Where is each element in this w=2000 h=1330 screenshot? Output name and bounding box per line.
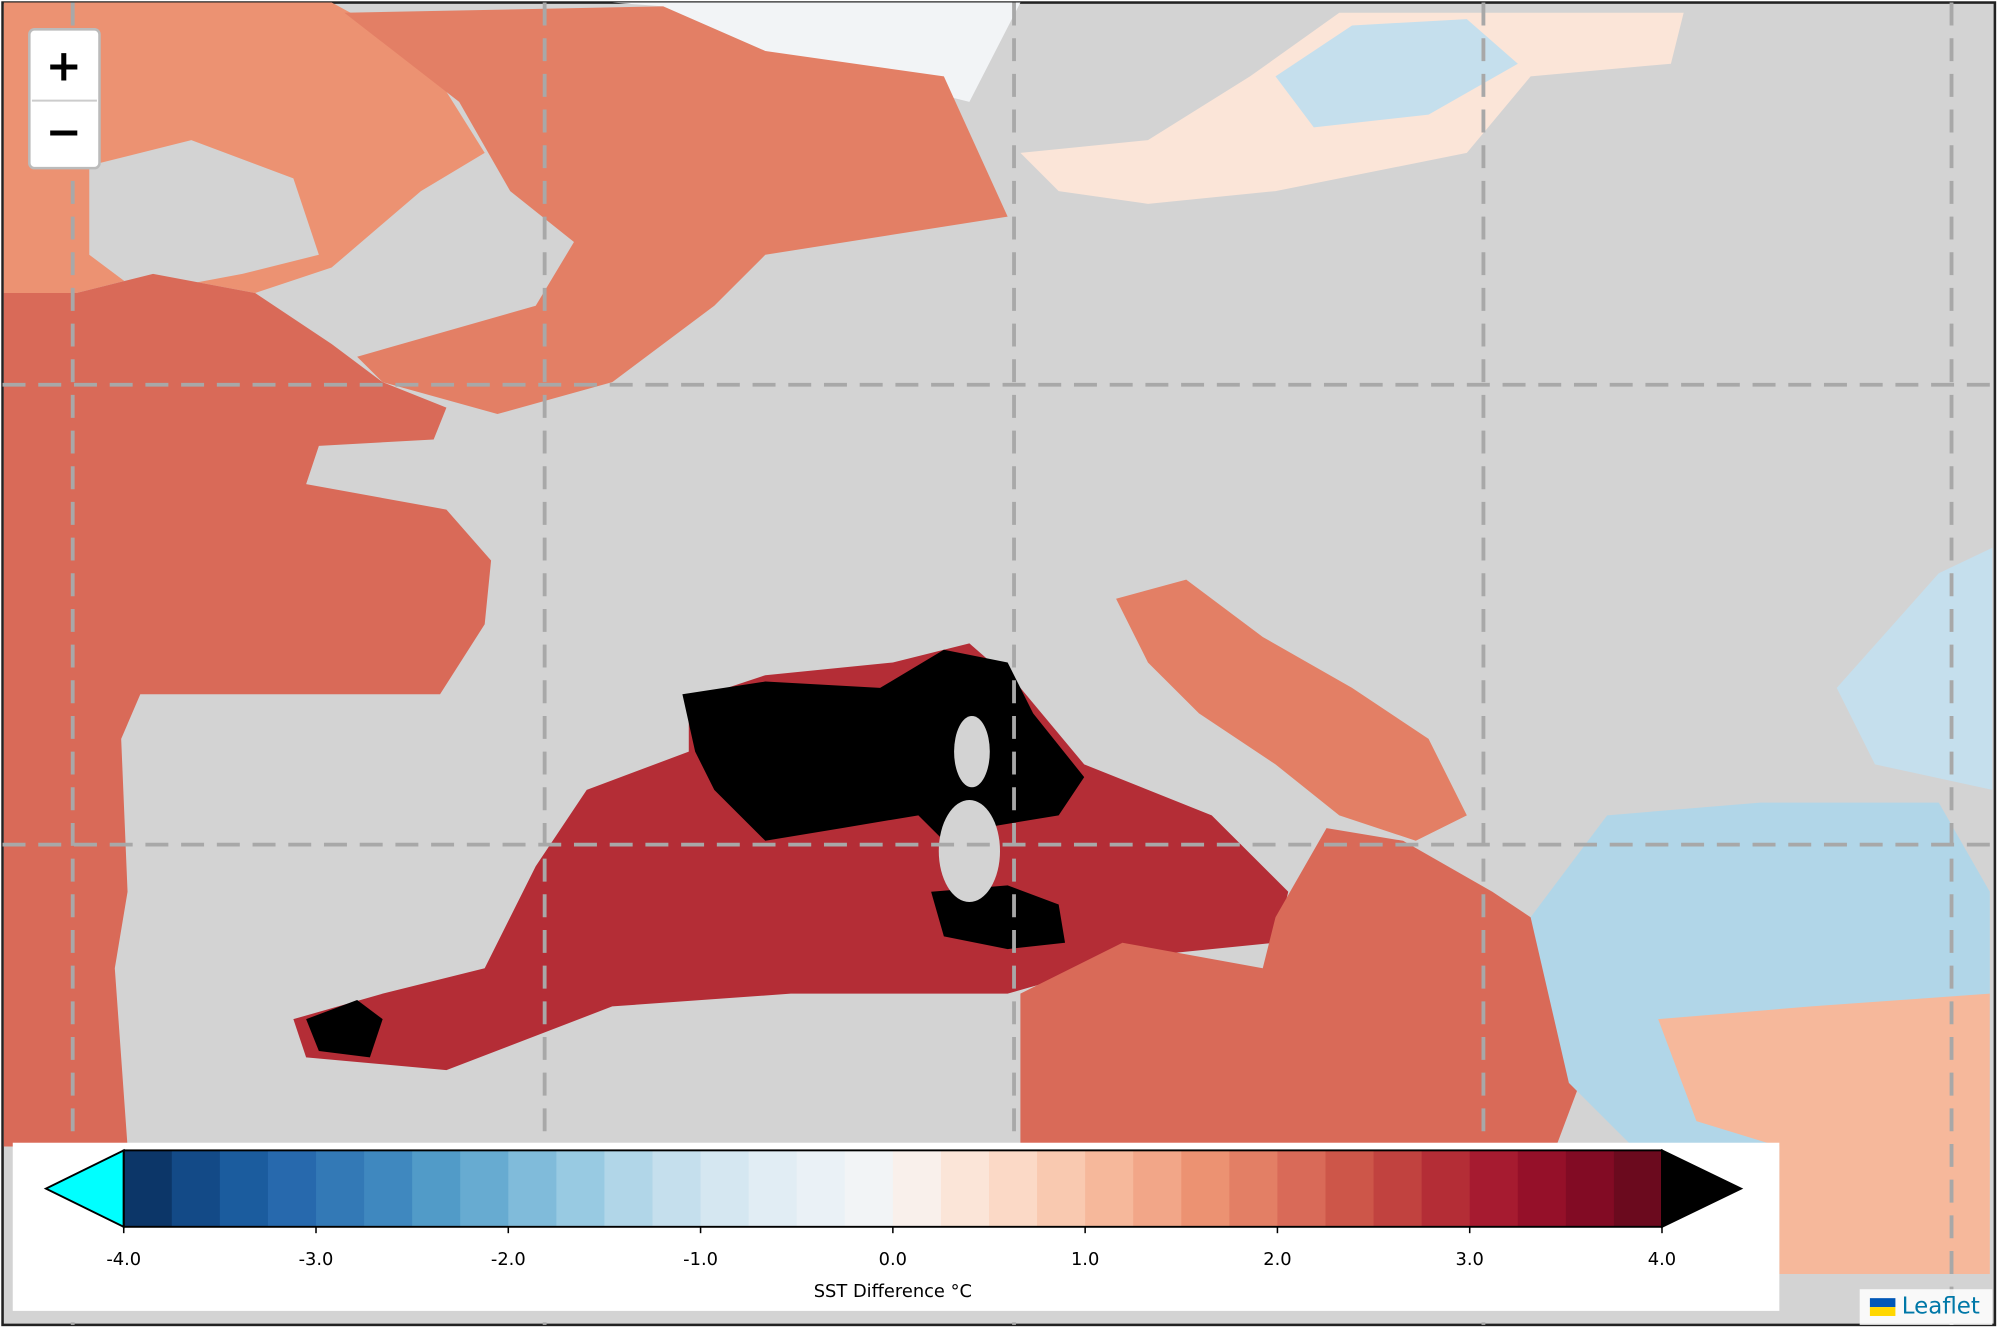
colorbar-swatch: [940, 1150, 990, 1227]
sea-region: [1658, 993, 1990, 1274]
colorbar-tick-label: -4.0: [106, 1249, 141, 1270]
colorbar-tick-label: -1.0: [683, 1249, 718, 1270]
sea-region: [344, 6, 1008, 415]
zoom-in-button[interactable]: +: [46, 41, 82, 91]
colorbar-swatch: [652, 1150, 702, 1227]
colorbar-outline: [122, 1149, 1663, 1228]
colorbar-swatch: [796, 1150, 846, 1227]
island: [938, 800, 1000, 902]
colorbar-tick-label: 2.0: [1263, 1249, 1291, 1270]
colorbar-swatch: [892, 1150, 942, 1227]
colorbar-swatch: [316, 1150, 365, 1227]
colorbar-swatch: [364, 1150, 413, 1227]
sea-region: [306, 1000, 383, 1058]
colorbar-swatch: [123, 1150, 173, 1227]
colorbar-swatch: [1325, 1150, 1375, 1227]
flag-icon: [1869, 1298, 1896, 1308]
colorbar-swatch: [412, 1150, 461, 1227]
colorbar-swatch: [844, 1150, 894, 1227]
colorbar-swatch: [219, 1150, 269, 1227]
colorbar-swatch: [171, 1150, 221, 1227]
colorbar-legend: SST Difference °C -4.0 -3.0 -2.0 -1.0 0.0 1.0…: [12, 1142, 1780, 1311]
flag-icon: [1869, 1307, 1896, 1316]
colorbar-swatch: [1469, 1150, 1519, 1227]
colorbar-swatch: [1181, 1150, 1230, 1227]
colorbar-tick-label: 4.0: [1648, 1249, 1676, 1270]
colorbar-swatch: [700, 1150, 750, 1227]
colorbar-swatch: [1421, 1150, 1471, 1227]
sea-region: [1275, 19, 1518, 128]
colorbar-tick-label: 1.0: [1071, 1249, 1099, 1270]
colorbar-swatch: [1517, 1150, 1567, 1227]
colorbar-swatch: [748, 1150, 798, 1227]
colorbar-tick-label: -3.0: [299, 1249, 334, 1270]
colorbar-swatch: [1229, 1150, 1279, 1227]
island: [954, 715, 990, 788]
sea-region: [3, 273, 492, 1147]
colorbar-tick-label: -2.0: [491, 1249, 526, 1270]
colorbar-swatch: [1277, 1150, 1327, 1227]
colorbar-swatch: [1373, 1150, 1423, 1227]
attribution: Leaflet: [1859, 1289, 1993, 1325]
colorbar-swatch: [556, 1150, 606, 1227]
colorbar-swatch: [988, 1150, 1038, 1227]
colorbar-swatch: [1085, 1150, 1134, 1227]
colorbar-tick-label: 3.0: [1456, 1249, 1484, 1270]
colorbar-swatch: [267, 1150, 317, 1227]
colorbar-tick-label: 0.0: [879, 1249, 907, 1270]
colorbar-swatch: [1133, 1150, 1182, 1227]
colorbar-swatch: [604, 1150, 654, 1227]
zoom-control: + −: [28, 28, 101, 170]
sea-region: [682, 649, 1085, 841]
zoom-out-button[interactable]: −: [46, 108, 82, 158]
zoom-control-frame: [28, 28, 101, 170]
sea-region: [1020, 828, 1595, 1147]
attribution-link[interactable]: Leaflet: [1902, 1294, 1980, 1320]
colorbar-swatch: [508, 1150, 557, 1227]
colorbar-swatch: [1613, 1150, 1663, 1227]
sea-surface: [3, 2, 1993, 1274]
colorbar-label: SST Difference °C: [814, 1281, 972, 1302]
sea-region: [89, 140, 319, 294]
colorbar-swatch: [1037, 1150, 1086, 1227]
colorbar-swatch: [1565, 1150, 1615, 1227]
sea-region: [1116, 579, 1467, 841]
colorbar-swatch: [460, 1150, 509, 1227]
